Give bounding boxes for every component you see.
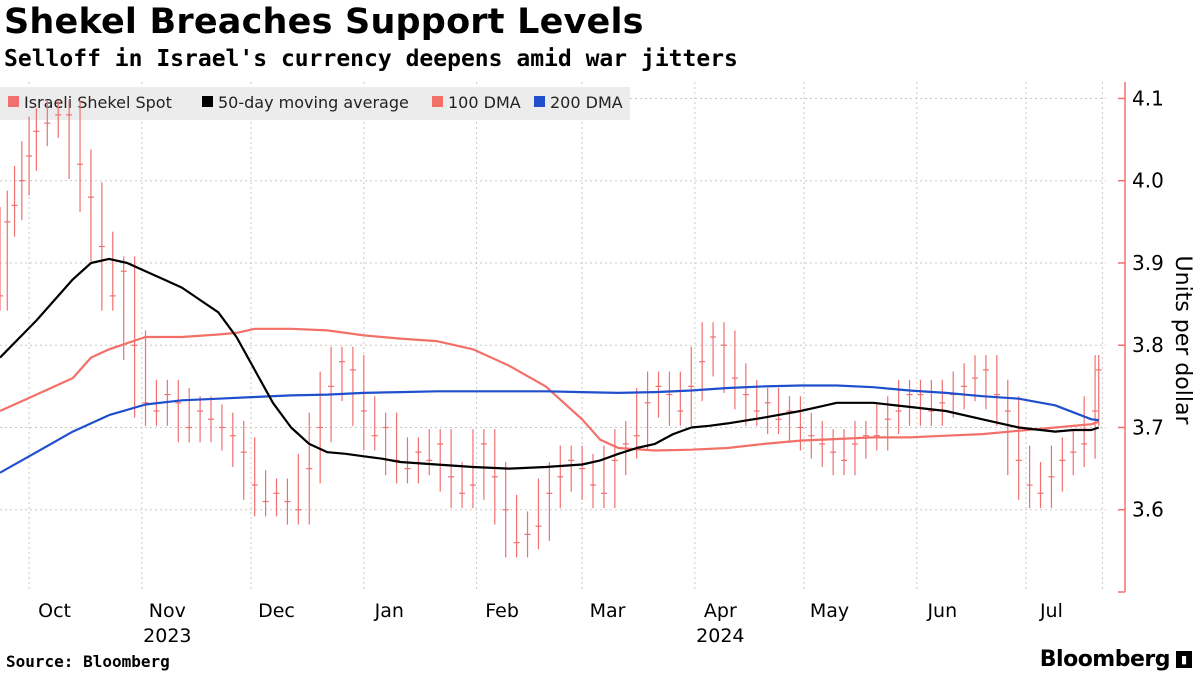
legend-swatch bbox=[202, 96, 213, 107]
x-tick-label: Jun bbox=[926, 600, 957, 622]
x-tick-label: Dec bbox=[258, 600, 295, 622]
legend-swatch bbox=[534, 96, 545, 107]
series-layer bbox=[0, 100, 1102, 558]
ma50-line bbox=[0, 257, 1100, 470]
dma200-line bbox=[0, 384, 1099, 474]
x-tick-label: Apr bbox=[704, 600, 737, 622]
legend-swatch bbox=[432, 96, 443, 107]
x-tick-label: Jul bbox=[1039, 600, 1063, 622]
axes: 3.6 3.7 3.8 3.9 4.0 4.1 Units per dollar Oct Nov… bbox=[38, 82, 1195, 647]
brand-name: Bloomberg bbox=[1039, 647, 1171, 672]
gridlines bbox=[0, 82, 1106, 592]
y-tick-label: 3.6 bbox=[1132, 498, 1164, 522]
y-tick-label: 4.1 bbox=[1132, 86, 1164, 110]
x-year-label: 2024 bbox=[696, 625, 744, 647]
y-tick-label: 3.7 bbox=[1132, 415, 1164, 439]
legend-label: 200 DMA bbox=[550, 93, 623, 112]
x-year-label: 2023 bbox=[143, 625, 191, 647]
x-tick-label: Jan bbox=[374, 600, 404, 622]
dma100-line bbox=[0, 327, 1100, 452]
y-tick-label: 4.0 bbox=[1132, 169, 1164, 193]
legend-label: 50-day moving average bbox=[218, 93, 409, 112]
chart-subtitle: Selloff in Israel's currency deepens ami… bbox=[4, 46, 738, 72]
chart-title: Shekel Breaches Support Levels bbox=[4, 2, 644, 42]
x-tick-label: Feb bbox=[485, 600, 519, 622]
legend-swatch bbox=[8, 96, 19, 107]
legend-background bbox=[0, 87, 630, 120]
y-tick-label: 3.9 bbox=[1132, 251, 1164, 275]
source-note: Source: Bloomberg bbox=[6, 652, 170, 671]
y-axis-label: Units per dollar bbox=[1170, 256, 1195, 426]
legend-label: Israeli Shekel Spot bbox=[24, 93, 172, 112]
legend-label: 100 DMA bbox=[448, 93, 521, 112]
x-tick-label: May bbox=[810, 600, 849, 622]
bar-chart-icon: ▮ bbox=[1176, 651, 1192, 668]
x-tick-label: Oct bbox=[38, 600, 71, 622]
legend: Israeli Shekel Spot 50-day moving average… bbox=[0, 87, 630, 120]
x-tick-label: Mar bbox=[590, 600, 626, 622]
x-tick-label: Nov bbox=[149, 600, 186, 622]
brand-logo: Bloomberg ▮ bbox=[1040, 647, 1192, 672]
y-tick-label: 3.8 bbox=[1132, 333, 1164, 357]
